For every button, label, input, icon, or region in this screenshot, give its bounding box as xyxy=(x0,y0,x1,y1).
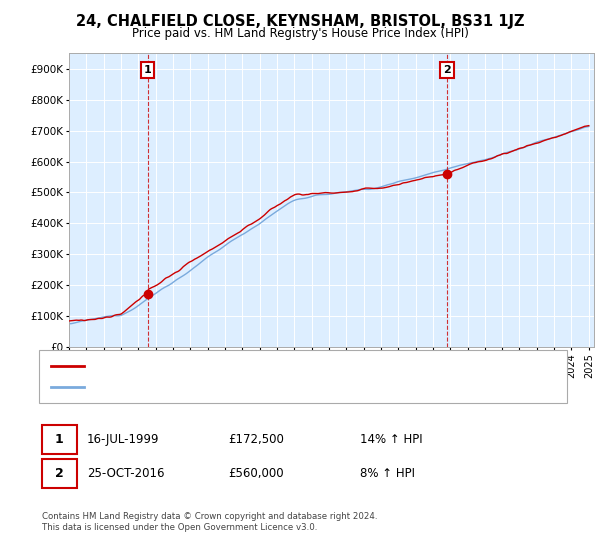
Text: 24, CHALFIELD CLOSE, KEYNSHAM, BRISTOL, BS31 1JZ (detached house): 24, CHALFIELD CLOSE, KEYNSHAM, BRISTOL, … xyxy=(89,361,450,371)
Text: £172,500: £172,500 xyxy=(228,433,284,446)
Text: Contains HM Land Registry data © Crown copyright and database right 2024.
This d: Contains HM Land Registry data © Crown c… xyxy=(42,512,377,532)
Text: £560,000: £560,000 xyxy=(228,466,284,480)
Text: Price paid vs. HM Land Registry's House Price Index (HPI): Price paid vs. HM Land Registry's House … xyxy=(131,27,469,40)
Text: 8% ↑ HPI: 8% ↑ HPI xyxy=(360,466,415,480)
Text: 2: 2 xyxy=(443,65,451,75)
Text: 1: 1 xyxy=(55,433,64,446)
Text: 14% ↑ HPI: 14% ↑ HPI xyxy=(360,433,422,446)
Text: HPI: Average price, detached house, Bath and North East Somerset: HPI: Average price, detached house, Bath… xyxy=(89,382,425,392)
Text: 1: 1 xyxy=(144,65,152,75)
Text: 25-OCT-2016: 25-OCT-2016 xyxy=(87,466,164,480)
Text: 2: 2 xyxy=(55,466,64,480)
Text: 16-JUL-1999: 16-JUL-1999 xyxy=(87,433,160,446)
Text: 24, CHALFIELD CLOSE, KEYNSHAM, BRISTOL, BS31 1JZ: 24, CHALFIELD CLOSE, KEYNSHAM, BRISTOL, … xyxy=(76,14,524,29)
